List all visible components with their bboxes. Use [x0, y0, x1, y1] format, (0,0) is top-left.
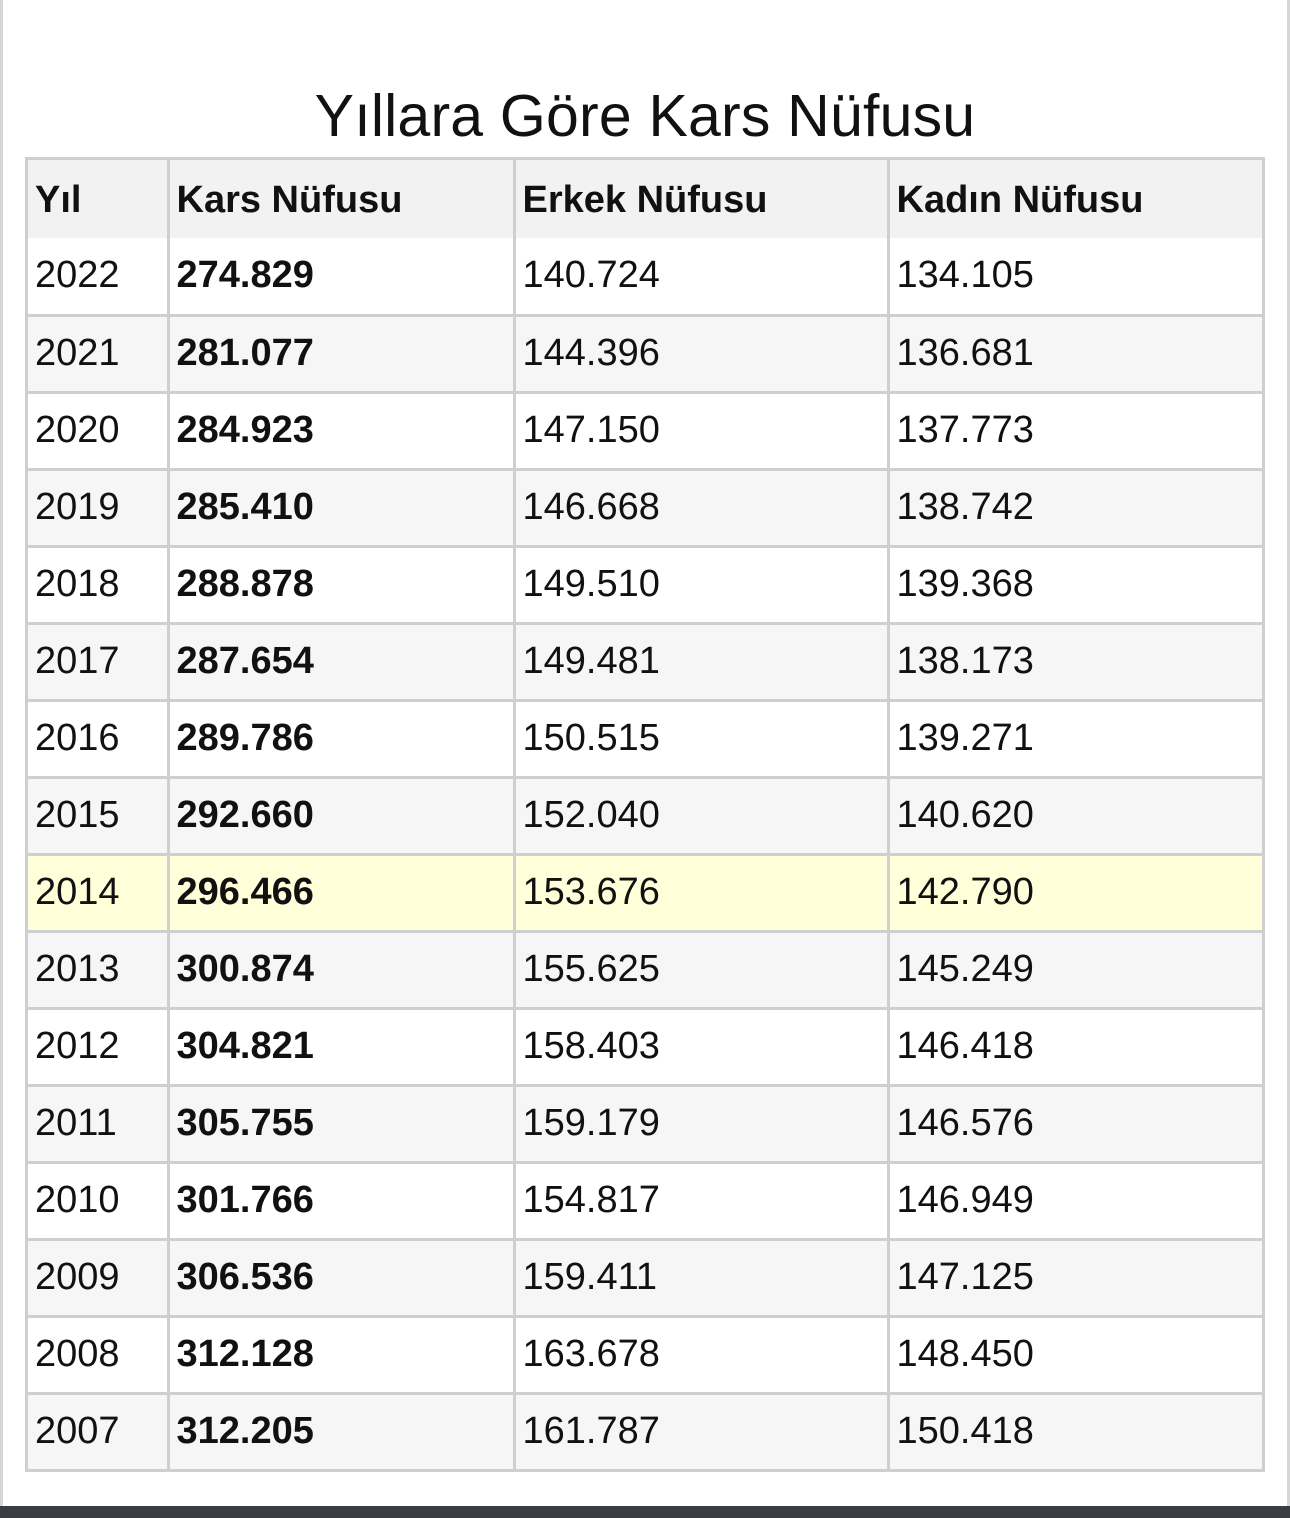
cell-male-population: 149.510	[514, 546, 890, 625]
table-row: 2011 305.755 159.179 146.576	[28, 1085, 1262, 1164]
cell-total-population: 281.077	[168, 315, 516, 394]
cell-total-population: 300.874	[168, 931, 516, 1010]
cell-female-population: 134.105	[888, 238, 1262, 317]
cell-year: 2010	[28, 1162, 170, 1241]
cell-total-population: 292.660	[168, 777, 516, 856]
cell-total-population: 304.821	[168, 1008, 516, 1087]
cell-male-population: 146.668	[514, 469, 890, 548]
cell-year: 2021	[28, 315, 170, 394]
cell-year: 2017	[28, 623, 170, 702]
cell-female-population: 139.271	[888, 700, 1262, 779]
cell-year: 2013	[28, 931, 170, 1010]
cell-year: 2009	[28, 1239, 170, 1318]
cell-year: 2019	[28, 469, 170, 548]
cell-total-population: 296.466	[168, 854, 516, 933]
table-header-row: Yıl Kars Nüfusu Erkek Nüfusu Kadın Nüfus…	[28, 160, 1262, 238]
header-year: Yıl	[28, 160, 170, 238]
cell-total-population: 312.128	[168, 1316, 516, 1395]
cell-female-population: 140.620	[888, 777, 1262, 856]
table-row: 2014 296.466 153.676 142.790	[28, 854, 1262, 933]
table-row: 2022 274.829 140.724 134.105	[28, 238, 1262, 317]
cell-male-population: 161.787	[514, 1393, 890, 1472]
cell-male-population: 144.396	[514, 315, 890, 394]
population-table-container: Yıl Kars Nüfusu Erkek Nüfusu Kadın Nüfus…	[25, 157, 1265, 1472]
cell-total-population: 301.766	[168, 1162, 516, 1241]
cell-year: 2015	[28, 777, 170, 856]
table-row: 2015 292.660 152.040 140.620	[28, 777, 1262, 856]
cell-total-population: 312.205	[168, 1393, 516, 1472]
cell-female-population: 139.368	[888, 546, 1262, 625]
cell-year: 2016	[28, 700, 170, 779]
table-row: 2012 304.821 158.403 146.418	[28, 1008, 1262, 1087]
cell-female-population: 146.418	[888, 1008, 1262, 1087]
bottom-bar	[0, 1506, 1290, 1518]
table-row: 2016 289.786 150.515 139.271	[28, 700, 1262, 779]
cell-year: 2008	[28, 1316, 170, 1395]
cell-female-population: 147.125	[888, 1239, 1262, 1318]
cell-year: 2012	[28, 1008, 170, 1087]
cell-male-population: 158.403	[514, 1008, 890, 1087]
header-male-population: Erkek Nüfusu	[514, 160, 890, 238]
cell-female-population: 138.742	[888, 469, 1262, 548]
table-row: 2010 301.766 154.817 146.949	[28, 1162, 1262, 1241]
cell-female-population: 150.418	[888, 1393, 1262, 1472]
table-row: 2017 287.654 149.481 138.173	[28, 623, 1262, 702]
header-total-population: Kars Nüfusu	[168, 160, 516, 238]
cell-total-population: 285.410	[168, 469, 516, 548]
cell-female-population: 146.949	[888, 1162, 1262, 1241]
cell-female-population: 146.576	[888, 1085, 1262, 1164]
table-row: 2007 312.205 161.787 150.418	[28, 1393, 1262, 1472]
table-row: 2020 284.923 147.150 137.773	[28, 392, 1262, 471]
cell-male-population: 159.179	[514, 1085, 890, 1164]
cell-male-population: 147.150	[514, 392, 890, 471]
cell-total-population: 287.654	[168, 623, 516, 702]
page-title: Yıllara Göre Kars Nüfusu	[314, 82, 976, 149]
cell-total-population: 305.755	[168, 1085, 516, 1164]
cell-total-population: 274.829	[168, 238, 516, 317]
cell-male-population: 149.481	[514, 623, 890, 702]
cell-male-population: 159.411	[514, 1239, 890, 1318]
cell-year: 2007	[28, 1393, 170, 1472]
cell-male-population: 140.724	[514, 238, 890, 317]
cell-female-population: 145.249	[888, 931, 1262, 1010]
cell-total-population: 284.923	[168, 392, 516, 471]
cell-female-population: 136.681	[888, 315, 1262, 394]
table-row: 2021 281.077 144.396 136.681	[28, 315, 1262, 394]
table-body: 2022 274.829 140.724 134.105 2021 281.077 144.…	[28, 238, 1262, 1472]
cell-year: 2011	[28, 1085, 170, 1164]
cell-male-population: 153.676	[514, 854, 890, 933]
cell-total-population: 306.536	[168, 1239, 516, 1318]
cell-year: 2014	[28, 854, 170, 933]
cell-male-population: 152.040	[514, 777, 890, 856]
table-row: 2009 306.536 159.411 147.125	[28, 1239, 1262, 1318]
table-row: 2013 300.874 155.625 145.249	[28, 931, 1262, 1010]
header-female-population: Kadın Nüfusu	[888, 160, 1262, 238]
cell-male-population: 155.625	[514, 931, 890, 1010]
cell-female-population: 138.173	[888, 623, 1262, 702]
table-row: 2019 285.410 146.668 138.742	[28, 469, 1262, 548]
cell-male-population: 154.817	[514, 1162, 890, 1241]
cell-male-population: 150.515	[514, 700, 890, 779]
table-row: 2008 312.128 163.678 148.450	[28, 1316, 1262, 1395]
cell-total-population: 289.786	[168, 700, 516, 779]
cell-year: 2020	[28, 392, 170, 471]
cell-male-population: 163.678	[514, 1316, 890, 1395]
cell-year: 2018	[28, 546, 170, 625]
population-table: Yıl Kars Nüfusu Erkek Nüfusu Kadın Nüfus…	[28, 160, 1262, 1472]
table-row: 2018 288.878 149.510 139.368	[28, 546, 1262, 625]
cell-female-population: 148.450	[888, 1316, 1262, 1395]
cell-total-population: 288.878	[168, 546, 516, 625]
cell-female-population: 142.790	[888, 854, 1262, 933]
cell-female-population: 137.773	[888, 392, 1262, 471]
cell-year: 2022	[28, 238, 170, 317]
